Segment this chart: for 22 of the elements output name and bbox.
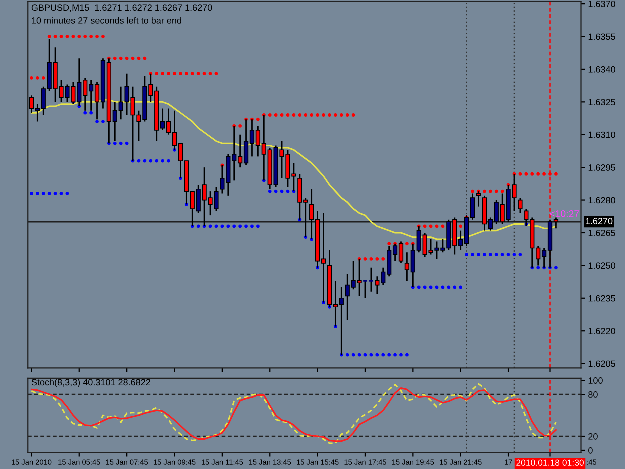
y-tick-label: 1.6310 <box>588 132 616 138</box>
y-tick-label: 100 <box>588 378 603 384</box>
y-tick-label: 1.6295 <box>588 164 616 171</box>
chart-title: GBPUSD,M15 1.6271 1.6272 1.6267 1.6270 <box>32 4 212 12</box>
y-tick-label: 1.6370 <box>588 1 616 8</box>
y-tick-label: 1.6235 <box>588 295 616 302</box>
y-tick-label: 1.6325 <box>588 99 616 106</box>
chart-title: Stoch(8,3,3) 40.3101 28.6822 <box>32 379 150 388</box>
text: 10 minutes 27 seconds left to bar end <box>32 17 182 24</box>
y-tick-label: 1.6205 <box>588 360 616 368</box>
y-tick-label: 0 <box>588 447 593 454</box>
y-tick-label: 80 <box>588 392 598 398</box>
y-tick-label: 1.6220 <box>588 328 616 334</box>
y-tick-label: 1.6250 <box>588 262 616 270</box>
y-tick-label: 1.6280 <box>588 197 616 204</box>
x-tick-label: 2010.01.18 01:30 <box>516 460 584 466</box>
y-tick-label: 1.6355 <box>588 34 616 40</box>
y-tick-label: 1.6265 <box>588 230 616 236</box>
y-tick-label: 1.6340 <box>588 66 616 73</box>
ref-line-label: 1.6270 <box>586 218 613 225</box>
y-tick-label: 20 <box>588 433 598 440</box>
annotation: <10:27 <box>550 210 580 218</box>
